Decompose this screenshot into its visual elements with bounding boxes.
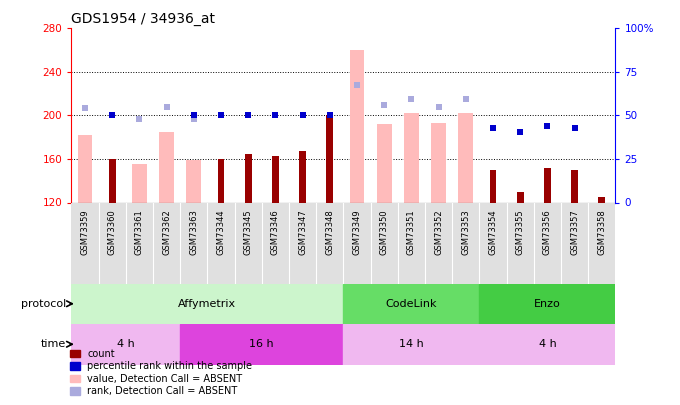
Bar bbox=[479, 324, 615, 364]
Text: Enzo: Enzo bbox=[534, 299, 561, 309]
Bar bbox=[490, 170, 496, 202]
Text: GSM73363: GSM73363 bbox=[189, 209, 199, 255]
Bar bbox=[245, 153, 252, 202]
Text: GSM73344: GSM73344 bbox=[216, 209, 226, 255]
Text: GDS1954 / 34936_at: GDS1954 / 34936_at bbox=[71, 12, 216, 26]
Legend: count, percentile rank within the sample, value, Detection Call = ABSENT, rank, : count, percentile rank within the sample… bbox=[66, 345, 256, 400]
Bar bbox=[598, 197, 605, 202]
Text: Affymetrix: Affymetrix bbox=[178, 299, 237, 309]
Text: GSM73348: GSM73348 bbox=[325, 209, 335, 255]
Bar bbox=[132, 164, 147, 202]
Bar bbox=[326, 115, 333, 202]
Text: GSM73356: GSM73356 bbox=[543, 209, 552, 255]
Text: GSM73362: GSM73362 bbox=[162, 209, 171, 255]
Text: GSM73345: GSM73345 bbox=[243, 209, 253, 255]
Bar bbox=[186, 160, 201, 202]
Text: GSM73360: GSM73360 bbox=[107, 209, 117, 255]
Bar bbox=[431, 123, 446, 202]
Text: GSM73353: GSM73353 bbox=[461, 209, 471, 255]
Bar bbox=[343, 324, 479, 364]
Bar bbox=[343, 284, 479, 324]
Text: time: time bbox=[41, 339, 66, 349]
Text: GSM73355: GSM73355 bbox=[515, 209, 525, 255]
Bar bbox=[517, 192, 524, 202]
Bar bbox=[78, 135, 92, 202]
Text: GSM73351: GSM73351 bbox=[407, 209, 416, 255]
Bar bbox=[479, 284, 615, 324]
Bar bbox=[159, 132, 174, 202]
Text: GSM73357: GSM73357 bbox=[570, 209, 579, 255]
Bar bbox=[109, 159, 116, 202]
Bar bbox=[272, 156, 279, 202]
Text: GSM73361: GSM73361 bbox=[135, 209, 144, 255]
Text: GSM73346: GSM73346 bbox=[271, 209, 280, 255]
Text: GSM73347: GSM73347 bbox=[298, 209, 307, 255]
Text: GSM73358: GSM73358 bbox=[597, 209, 607, 255]
Bar bbox=[544, 168, 551, 202]
Bar bbox=[180, 324, 343, 364]
Text: GSM73349: GSM73349 bbox=[352, 209, 362, 255]
Text: 16 h: 16 h bbox=[250, 339, 274, 349]
Text: GSM73359: GSM73359 bbox=[80, 209, 90, 255]
Text: GSM73352: GSM73352 bbox=[434, 209, 443, 255]
Bar bbox=[571, 170, 578, 202]
Bar bbox=[404, 113, 419, 202]
Bar bbox=[71, 284, 343, 324]
Text: 4 h: 4 h bbox=[117, 339, 135, 349]
Bar bbox=[377, 124, 392, 202]
Text: protocol: protocol bbox=[20, 299, 66, 309]
Bar bbox=[218, 159, 224, 202]
Bar bbox=[458, 113, 473, 202]
Text: 14 h: 14 h bbox=[399, 339, 424, 349]
Bar bbox=[71, 324, 180, 364]
Bar bbox=[299, 151, 306, 202]
Text: GSM73350: GSM73350 bbox=[379, 209, 389, 255]
Text: 4 h: 4 h bbox=[539, 339, 556, 349]
Text: CodeLink: CodeLink bbox=[386, 299, 437, 309]
Bar bbox=[350, 50, 364, 202]
Text: GSM73354: GSM73354 bbox=[488, 209, 498, 255]
